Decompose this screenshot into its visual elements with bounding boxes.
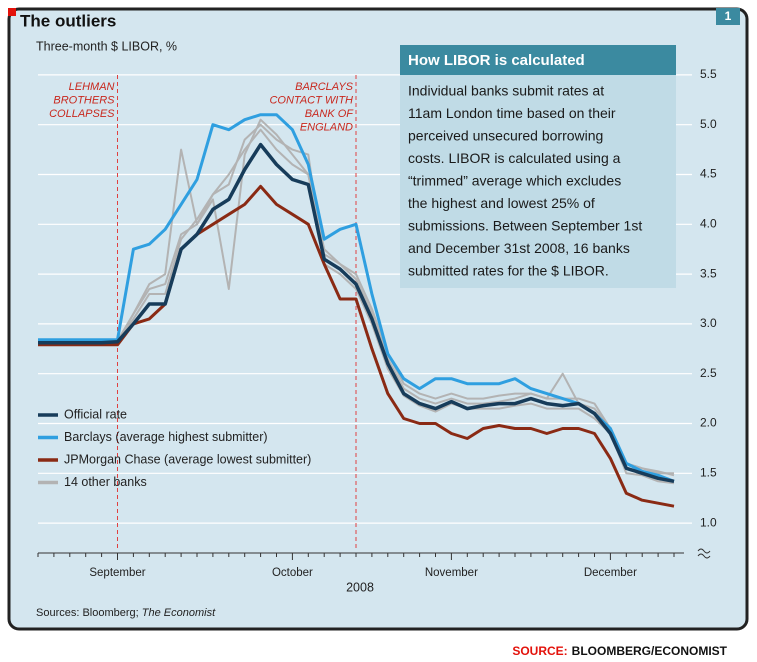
x-axis-label: 2008 [346, 580, 374, 594]
series-line [38, 123, 675, 485]
series-line [38, 128, 674, 475]
legend-label: Official rate [64, 407, 127, 421]
x-tick-label: November [425, 567, 478, 579]
annotation-text: BROTHERS [53, 94, 115, 106]
legend-label: JPMorgan Chase (average lowest submitter… [64, 452, 311, 466]
info-box-text: costs. LIBOR is calculated using a [408, 150, 621, 166]
info-box-text: and December 31st 2008, 16 banks [408, 240, 630, 256]
source-note-text: Sources: Bloomberg; [36, 607, 142, 619]
footer-label: SOURCE: [512, 644, 567, 658]
y-tick-label: 3.5 [700, 266, 717, 280]
info-box-text: Individual banks submit rates at [408, 83, 604, 99]
y-tick-label: 4.5 [700, 167, 717, 181]
y-tick-label: 5.5 [700, 67, 717, 81]
axis-break [697, 548, 711, 559]
info-box-text: submissions. Between September 1st [408, 218, 642, 234]
chart-title: The outliers [20, 11, 116, 30]
legend-label: Barclays (average highest submitter) [64, 430, 268, 444]
series-line [38, 184, 675, 508]
info-box-text: “trimmed” average which excludes [408, 173, 621, 189]
info-box-header [400, 45, 676, 75]
corner-mark [8, 8, 16, 16]
source-note-italic: The Economist [142, 607, 216, 619]
info-box-title: How LIBOR is calculated [408, 52, 585, 69]
y-tick-label: 1.0 [700, 515, 717, 529]
footer: SOURCE: BLOOMBERG/ECONOMIST [512, 644, 727, 658]
x-tick-label: September [89, 567, 145, 579]
info-box-text: perceived unsecured borrowing [408, 128, 603, 144]
source-note: Sources: Bloomberg; The Economist [36, 607, 216, 619]
x-tick-label: December [584, 567, 637, 579]
y-tick-label: 1.5 [700, 465, 717, 479]
series-line [38, 142, 675, 484]
info-box-body [400, 75, 676, 288]
series-line [38, 113, 675, 483]
y-tick-label: 5.0 [700, 117, 717, 131]
y-tick-label: 2.0 [700, 416, 717, 430]
info-box-text: 11am London time based on their [408, 105, 616, 121]
series-line [38, 118, 675, 477]
info-box-text: the highest and lowest 25% of [408, 195, 595, 211]
page-number: 1 [725, 9, 732, 23]
y-tick-label: 3.0 [700, 316, 717, 330]
annotation-text: ENGLAND [300, 121, 353, 133]
legend-label: 14 other banks [64, 475, 147, 489]
annotation-text: LEHMAN [69, 81, 115, 93]
page-badge [716, 8, 740, 25]
annotation-text: CONTACT WITH [269, 94, 353, 106]
annotation-text: BARCLAYS [295, 81, 354, 93]
annotation-text: BANK OF [305, 108, 355, 120]
chart-subtitle: Three-month $ LIBOR, % [36, 39, 177, 53]
y-tick-label: 2.5 [700, 366, 717, 380]
info-box-text: submitted rates for the $ LIBOR. [408, 263, 609, 279]
annotation-text: COLLAPSES [49, 108, 115, 120]
x-tick-label: October [272, 567, 313, 579]
y-tick-label: 4.0 [700, 216, 717, 230]
footer-text: BLOOMBERG/ECONOMIST [572, 644, 728, 658]
